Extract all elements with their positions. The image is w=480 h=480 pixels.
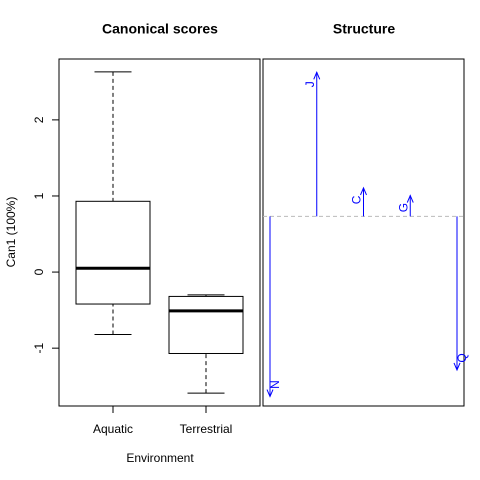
arrow-head [406,194,414,203]
y-tick-label: -1 [32,343,46,354]
arrow-head [266,389,274,398]
arrow-label: J [303,81,317,87]
x-tick-label: Aquatic [93,422,133,436]
x-axis-label: Environment [126,451,194,465]
plot-frame [262,58,465,407]
chart-title: Structure [333,21,395,37]
chart-title: Canonical scores [102,21,218,37]
y-tick-label: 2 [32,116,46,123]
plot-frame [58,58,261,407]
y-tick-label: 1 [32,192,46,199]
box [168,295,244,354]
arrow-label: N [268,380,282,389]
arrow-label: C [350,195,364,204]
arrow-label: Q [455,353,469,362]
arrow-label: G [396,203,410,212]
y-tick-label: 0 [32,268,46,275]
arrow-head [313,71,321,80]
arrow-head [453,362,461,372]
arrow-head [360,186,367,196]
box [75,200,151,305]
x-tick-label: Terrestrial [180,422,233,436]
y-axis-label: Can1 (100%) [4,197,18,268]
